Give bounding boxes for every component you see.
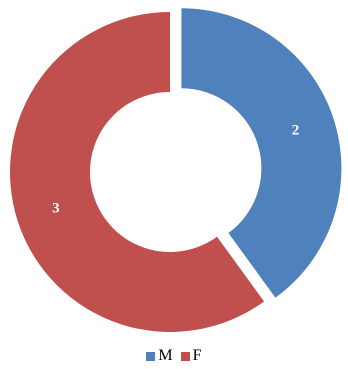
legend-item-f: F [180, 347, 202, 365]
legend-swatch-f [180, 351, 190, 361]
data-labels-group: 23 [52, 123, 299, 217]
data-label-f: 3 [52, 201, 60, 217]
slices-group [10, 8, 342, 333]
legend-item-m: M [146, 347, 173, 365]
legend-label-m: M [158, 347, 173, 364]
legend: M F [0, 347, 348, 365]
legend-swatch-m [146, 351, 156, 361]
data-label-m: 2 [292, 123, 300, 139]
slice-m [181, 8, 342, 298]
legend-label-f: F [192, 347, 202, 364]
slice-f [10, 12, 265, 333]
